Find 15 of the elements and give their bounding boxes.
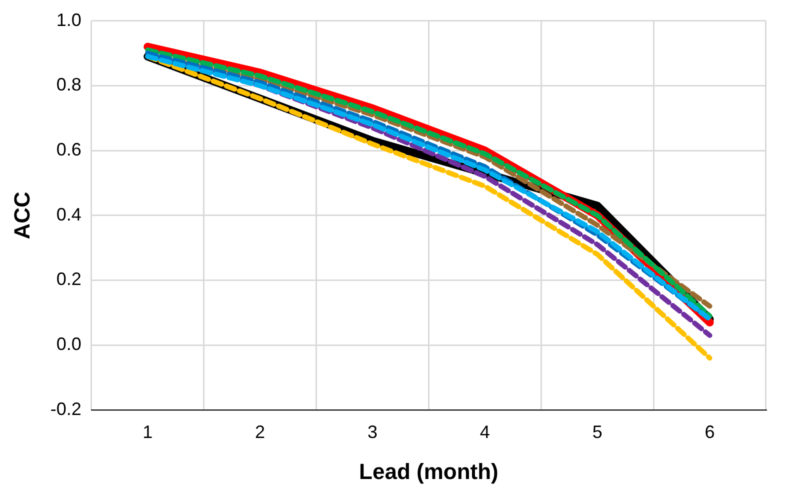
x-tick-label: 1 xyxy=(142,422,153,442)
y-tick-label: 0.4 xyxy=(56,204,82,224)
y-tick-label: 0.2 xyxy=(56,269,82,290)
y-tick-label: 0.0 xyxy=(56,334,82,354)
y-tick-label: 1.0 xyxy=(56,10,82,30)
y-tick-label: -0.2 xyxy=(50,398,82,419)
x-tick-label: 5 xyxy=(592,422,602,442)
x-tick-label: 2 xyxy=(255,422,266,442)
x-axis-title: Lead (month) xyxy=(359,458,498,484)
x-tick-label: 4 xyxy=(480,422,490,442)
y-axis-title: ACC xyxy=(9,191,34,240)
x-tick-label: 3 xyxy=(367,422,378,442)
x-tick-label: 6 xyxy=(704,422,715,442)
y-tick-label: 0.6 xyxy=(56,140,82,160)
y-tick-label: 0.8 xyxy=(56,74,82,95)
